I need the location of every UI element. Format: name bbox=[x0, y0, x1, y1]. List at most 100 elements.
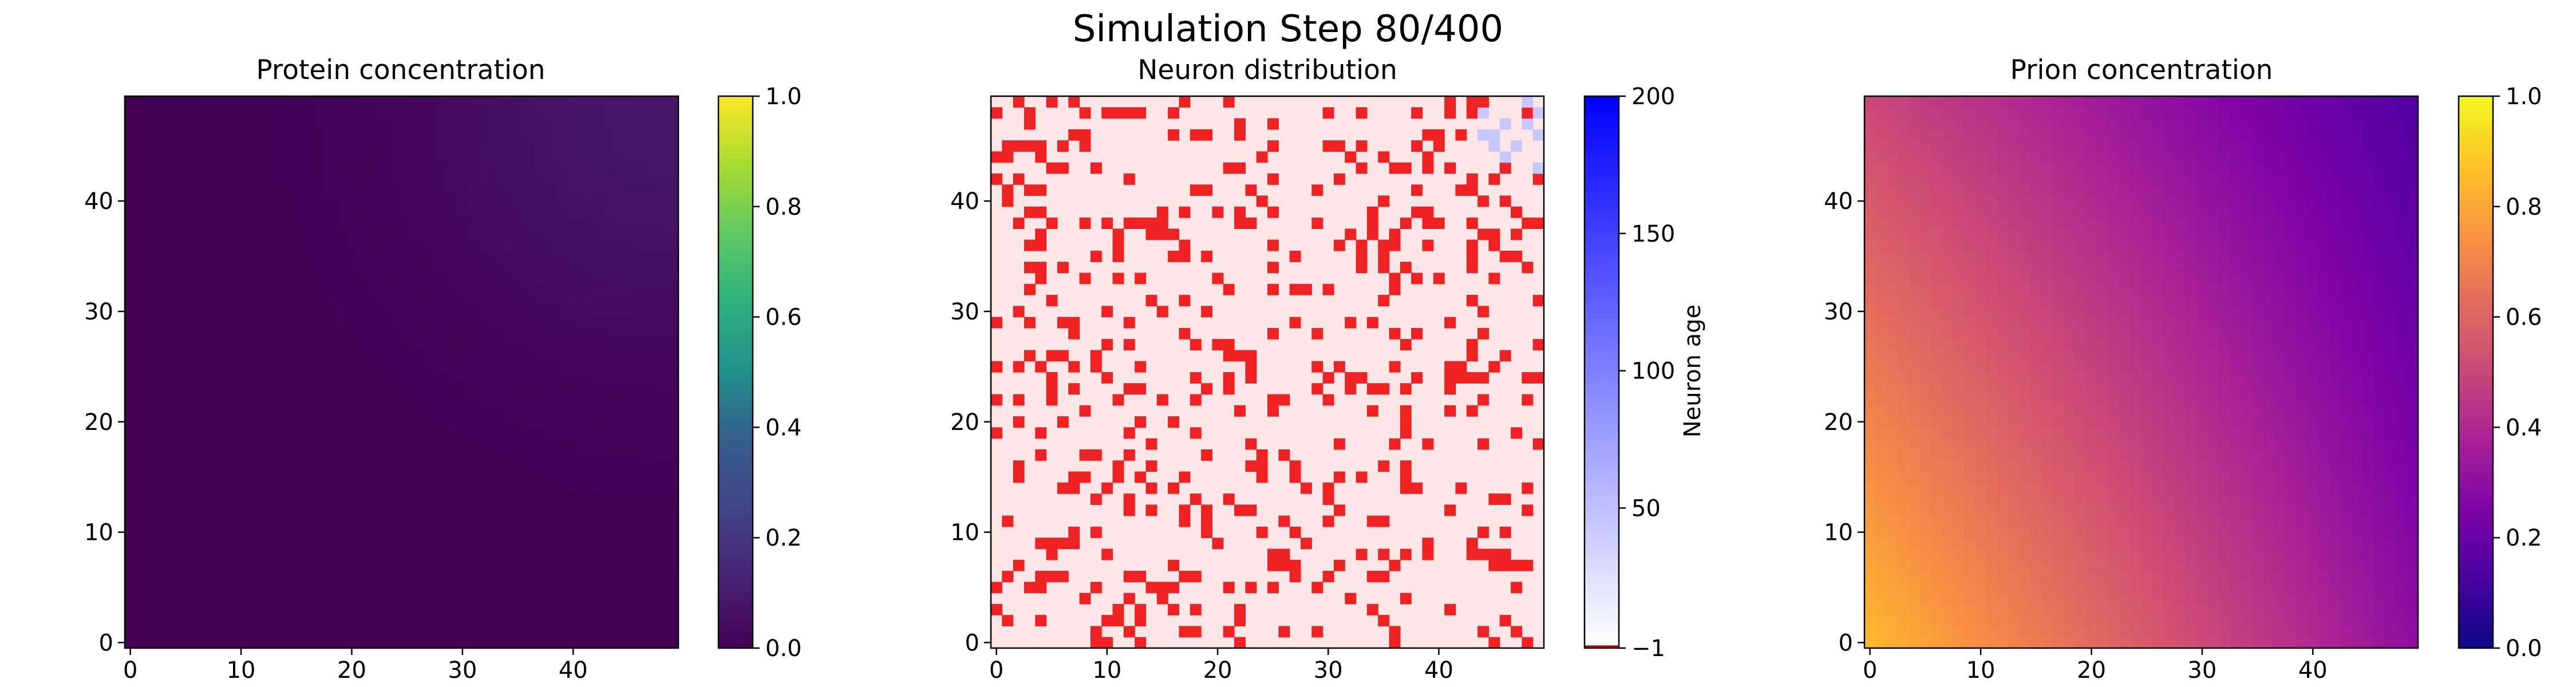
heatmap-cell bbox=[313, 129, 325, 141]
heatmap-cell bbox=[611, 118, 623, 130]
heatmap-cell bbox=[246, 184, 258, 196]
heatmap-cell bbox=[656, 228, 668, 240]
heatmap-cell bbox=[2019, 250, 2031, 262]
heatmap-cell bbox=[501, 460, 513, 472]
heatmap-cell bbox=[2141, 493, 2153, 505]
heatmap-cell bbox=[2174, 538, 2186, 550]
heatmap-cell bbox=[2340, 526, 2352, 538]
heatmap-cell bbox=[1101, 615, 1113, 627]
heatmap-cell bbox=[667, 504, 679, 516]
heatmap-cell bbox=[2340, 361, 2352, 373]
heatmap-cell bbox=[346, 306, 358, 318]
heatmap-cell bbox=[1322, 493, 1334, 505]
heatmap-cell bbox=[1179, 327, 1191, 339]
heatmap-cell bbox=[302, 615, 314, 627]
heatmap-cell bbox=[2307, 273, 2319, 285]
heatmap-cell bbox=[1411, 107, 1423, 119]
heatmap-cell bbox=[556, 394, 568, 406]
heatmap-cell bbox=[412, 273, 424, 285]
heatmap-cell bbox=[1986, 515, 1998, 527]
heatmap-cell bbox=[258, 372, 270, 384]
heatmap-cell bbox=[501, 118, 513, 130]
heatmap-cell bbox=[1919, 327, 1931, 339]
heatmap-cell bbox=[302, 96, 314, 108]
heatmap-cell bbox=[501, 195, 513, 207]
heatmap-cell bbox=[1997, 416, 2009, 428]
heatmap-cell bbox=[136, 118, 148, 130]
heatmap-cell bbox=[268, 438, 280, 450]
heatmap-cell bbox=[2185, 471, 2197, 483]
heatmap-cell bbox=[2329, 306, 2341, 318]
heatmap-cell bbox=[2329, 515, 2341, 527]
heatmap-cell bbox=[279, 548, 291, 560]
heatmap-cell bbox=[258, 339, 270, 351]
heatmap-cell bbox=[2207, 493, 2219, 505]
heatmap-cell bbox=[2008, 593, 2020, 605]
heatmap-cell bbox=[258, 184, 270, 196]
heatmap-cell bbox=[1864, 361, 1876, 373]
heatmap-cell bbox=[1898, 295, 1909, 306]
heatmap-cell bbox=[224, 96, 236, 108]
heatmap-cell bbox=[2052, 405, 2064, 417]
heatmap-cell bbox=[291, 515, 303, 527]
heatmap-cell bbox=[1886, 471, 1898, 483]
heatmap-cell bbox=[1057, 140, 1069, 152]
heatmap-cell bbox=[578, 394, 590, 406]
heatmap-cell bbox=[1311, 383, 1323, 395]
heatmap-cell bbox=[1997, 372, 2009, 384]
heatmap-cell bbox=[2263, 548, 2275, 560]
heatmap-cell bbox=[2207, 273, 2219, 285]
heatmap-cell bbox=[1964, 273, 1976, 285]
heatmap-cell bbox=[634, 571, 646, 582]
heatmap-cell bbox=[258, 118, 270, 130]
heatmap-cell bbox=[645, 262, 657, 274]
heatmap-cell bbox=[268, 526, 280, 538]
heatmap-cell bbox=[2362, 416, 2374, 428]
heatmap-cell bbox=[2207, 637, 2219, 649]
heatmap-cell bbox=[1997, 295, 2009, 306]
heatmap-cell bbox=[2396, 571, 2408, 582]
heatmap-cell bbox=[1068, 482, 1080, 494]
heatmap-cell bbox=[2285, 361, 2297, 373]
heatmap-cell bbox=[324, 317, 336, 329]
heatmap-cell bbox=[1997, 218, 2009, 229]
heatmap-cell bbox=[590, 559, 602, 571]
heatmap-cell bbox=[1975, 538, 1987, 550]
heatmap-cell bbox=[590, 118, 602, 130]
heatmap-cell bbox=[2351, 295, 2363, 306]
heatmap-cell bbox=[578, 306, 590, 318]
heatmap-cell bbox=[169, 118, 181, 130]
heatmap-cell bbox=[2340, 306, 2352, 318]
heatmap-cell bbox=[279, 559, 291, 571]
heatmap-cell bbox=[1179, 239, 1191, 251]
heatmap-cell bbox=[1046, 96, 1058, 108]
heatmap-cell bbox=[1942, 504, 1954, 516]
heatmap-cell bbox=[991, 394, 1002, 406]
heatmap-cell bbox=[2340, 405, 2352, 417]
heatmap-cell bbox=[1024, 262, 1036, 274]
heatmap-cell bbox=[2030, 317, 2042, 329]
heatmap-cell bbox=[2141, 449, 2153, 461]
heatmap-cell bbox=[1444, 383, 1456, 395]
heatmap-cell bbox=[2340, 615, 2352, 627]
heatmap-cell bbox=[279, 262, 291, 274]
heatmap-cell bbox=[567, 140, 579, 152]
heatmap-cell bbox=[2064, 538, 2076, 550]
heatmap-cell bbox=[445, 637, 457, 649]
heatmap-cell bbox=[147, 416, 159, 428]
heatmap-cell bbox=[1953, 273, 1965, 285]
heatmap-cell bbox=[578, 327, 590, 339]
heatmap-cell bbox=[2340, 372, 2352, 384]
heatmap-cell bbox=[1366, 515, 1378, 527]
heatmap-cell bbox=[2373, 361, 2385, 373]
heatmap-cell bbox=[169, 195, 181, 207]
heatmap-cell bbox=[324, 559, 336, 571]
heatmap-cell bbox=[512, 460, 524, 472]
heatmap-cell bbox=[2407, 526, 2419, 538]
heatmap-cell bbox=[1864, 339, 1876, 351]
heatmap-cell bbox=[2307, 427, 2319, 439]
heatmap-cell bbox=[1898, 515, 1909, 527]
heatmap-cell bbox=[600, 173, 613, 185]
heatmap-cell bbox=[2396, 603, 2408, 615]
heatmap-cell bbox=[656, 438, 668, 450]
